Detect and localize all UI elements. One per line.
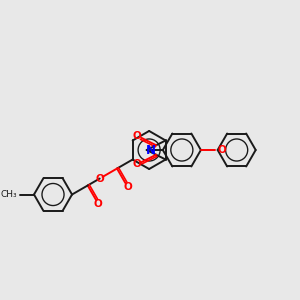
Text: O: O	[123, 182, 132, 192]
Text: O: O	[94, 199, 103, 209]
Text: O: O	[133, 131, 142, 141]
Text: O: O	[133, 159, 142, 169]
Text: N: N	[146, 143, 156, 157]
Text: CH₃: CH₃	[0, 190, 17, 199]
Text: O: O	[95, 174, 104, 184]
Text: O: O	[217, 145, 226, 155]
